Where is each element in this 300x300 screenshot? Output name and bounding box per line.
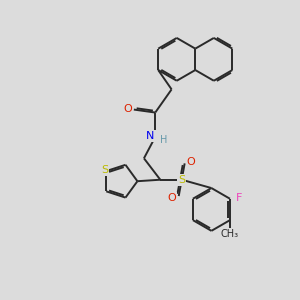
Text: S: S bbox=[101, 165, 108, 175]
Text: O: O bbox=[123, 104, 132, 114]
Text: O: O bbox=[168, 193, 177, 202]
Text: CH₃: CH₃ bbox=[221, 229, 239, 239]
Text: H: H bbox=[160, 136, 167, 146]
Text: N: N bbox=[146, 131, 155, 141]
Text: S: S bbox=[178, 175, 185, 185]
Text: O: O bbox=[187, 157, 196, 167]
Text: F: F bbox=[236, 193, 242, 202]
